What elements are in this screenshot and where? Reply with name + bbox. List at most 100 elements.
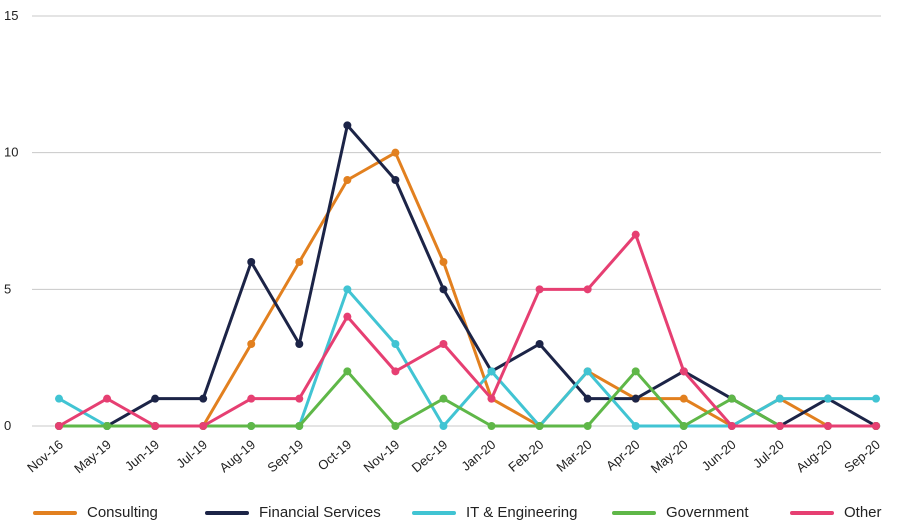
- x-tick-label: Nov-19: [361, 437, 403, 475]
- legend-item: Consulting: [33, 504, 158, 521]
- data-point: [439, 285, 448, 294]
- data-point: [727, 394, 736, 403]
- legend-label: Consulting: [87, 504, 158, 521]
- legend-swatch: [790, 510, 834, 515]
- y-tick-label: 0: [4, 418, 11, 433]
- data-point: [343, 285, 352, 294]
- data-point: [631, 230, 640, 239]
- legend-swatch: [205, 510, 249, 515]
- data-point: [343, 176, 352, 184]
- data-point: [679, 367, 688, 376]
- data-point: [55, 394, 63, 403]
- series-line: [58, 233, 876, 428]
- x-tick-label: May-19: [71, 437, 114, 476]
- series-other: [55, 230, 880, 430]
- series-it-engineering: [55, 285, 880, 430]
- data-point: [439, 340, 448, 348]
- data-point: [535, 422, 544, 430]
- data-point: [343, 121, 352, 130]
- data-point: [679, 394, 688, 403]
- data-point: [631, 394, 640, 403]
- legend-swatch: [612, 510, 656, 515]
- data-point: [151, 394, 160, 403]
- x-tick-label: Nov-16: [24, 437, 66, 475]
- data-point: [487, 394, 496, 403]
- data-point: [439, 394, 448, 403]
- x-tick-label: Sep-19: [264, 437, 306, 475]
- gridlines: [32, 15, 881, 427]
- data-point: [583, 285, 592, 294]
- data-point: [391, 148, 400, 157]
- data-point: [487, 422, 496, 430]
- y-tick-label: 5: [4, 281, 11, 296]
- x-tick-label: May-20: [648, 437, 691, 476]
- series-line: [58, 287, 876, 428]
- data-point: [391, 176, 400, 184]
- data-point: [823, 394, 832, 403]
- series-line: [59, 123, 877, 428]
- legend-swatch: [412, 510, 456, 515]
- data-point: [151, 422, 160, 430]
- legend-item: Financial Services: [205, 504, 381, 521]
- data-point: [391, 367, 400, 376]
- data-point: [679, 422, 688, 430]
- legend-label: Government: [666, 504, 749, 521]
- data-point: [583, 422, 592, 430]
- data-point: [103, 394, 112, 403]
- x-tick-label: Jul-19: [173, 437, 210, 471]
- data-point: [295, 394, 304, 403]
- x-tick-label: Aug-20: [793, 437, 835, 475]
- data-point: [343, 367, 352, 376]
- data-point: [247, 394, 256, 403]
- data-point: [727, 422, 736, 430]
- data-point: [295, 422, 304, 430]
- data-point: [775, 394, 784, 403]
- data-point: [631, 367, 640, 376]
- series-financial-services: [55, 121, 880, 430]
- data-point: [247, 340, 256, 348]
- series-lines: [55, 121, 880, 430]
- x-tick-label: Aug-19: [216, 437, 258, 475]
- y-axis-ticks: 0 5 10 15: [4, 8, 18, 433]
- data-point: [823, 422, 832, 430]
- data-point: [295, 258, 304, 266]
- data-point: [775, 422, 784, 430]
- legend-item: Government: [612, 504, 749, 521]
- data-point: [583, 394, 592, 403]
- x-tick-label: Feb-20: [505, 437, 546, 475]
- data-point: [631, 422, 640, 430]
- data-point: [391, 340, 400, 348]
- data-point: [872, 422, 880, 430]
- x-tick-label: Jan-20: [458, 437, 498, 474]
- x-tick-label: Sep-20: [841, 437, 883, 475]
- data-point: [343, 312, 352, 321]
- data-point: [872, 394, 880, 403]
- x-axis-ticks: Nov-16 May-19 Jun-19 Jul-19 Aug-19 Sep-19 Oct-…: [24, 437, 883, 476]
- legend-item: IT & Engineering: [412, 504, 577, 521]
- x-tick-label: Jun-19: [122, 437, 162, 474]
- data-point: [103, 422, 112, 430]
- x-tick-label: Dec-19: [409, 437, 451, 475]
- legend-swatch: [33, 510, 77, 515]
- data-point: [199, 394, 208, 403]
- data-point: [487, 367, 496, 376]
- legend: Consulting Financial Services IT & Enginee…: [0, 500, 897, 526]
- data-point: [199, 422, 208, 430]
- data-point: [247, 258, 256, 266]
- x-tick-label: Oct-19: [315, 437, 355, 474]
- data-point: [391, 422, 400, 430]
- data-point: [247, 422, 256, 430]
- data-point: [439, 258, 448, 266]
- data-point: [295, 340, 304, 348]
- y-tick-label: 10: [4, 145, 18, 160]
- data-point: [583, 367, 592, 376]
- data-point: [535, 340, 544, 348]
- y-tick-label: 15: [4, 8, 18, 23]
- x-tick-label: Jul-20: [750, 437, 787, 471]
- legend-label: IT & Engineering: [466, 504, 578, 521]
- x-tick-label: Apr-20: [603, 437, 643, 474]
- x-tick-label: Mar-20: [553, 437, 594, 475]
- x-tick-label: Jun-20: [699, 437, 739, 474]
- data-point: [535, 285, 544, 294]
